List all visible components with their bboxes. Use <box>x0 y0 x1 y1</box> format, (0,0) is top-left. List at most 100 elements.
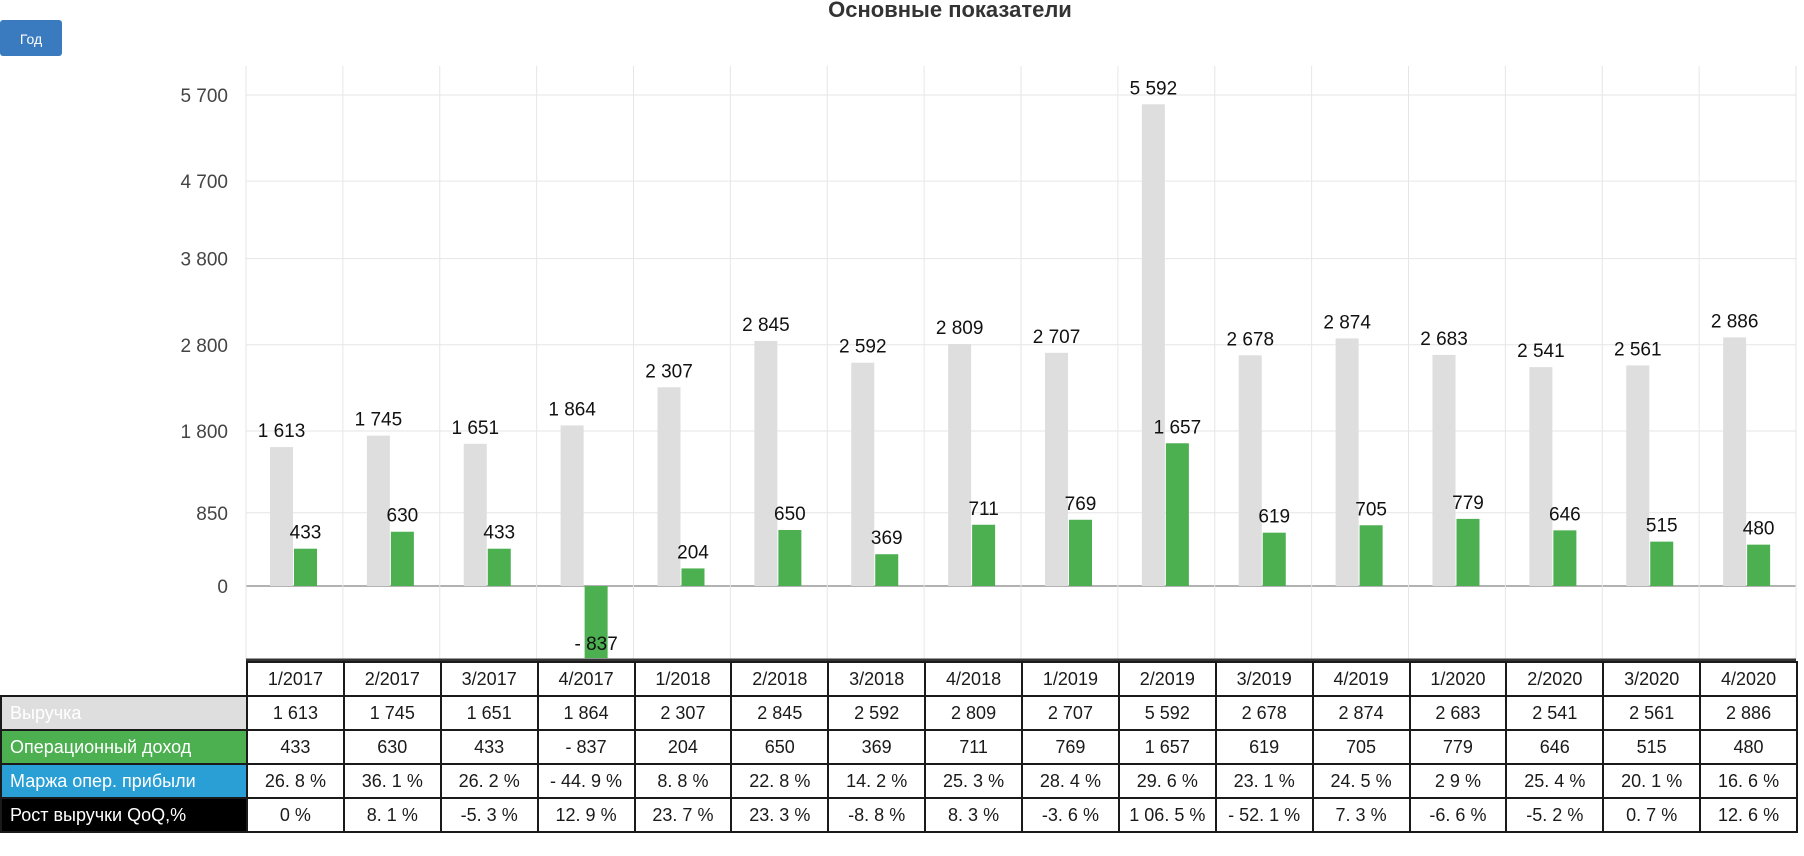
operating-income-bar <box>875 554 899 586</box>
table-cell: 29. 6 % <box>1117 763 1217 799</box>
operating-income-label: 705 <box>1355 499 1387 520</box>
operating-income-label: 711 <box>968 499 998 520</box>
table-cell: 1 657 <box>1117 729 1217 765</box>
table-cell: 26. 2 % <box>439 763 539 799</box>
revenue-label: 2 683 <box>1420 329 1468 350</box>
revenue-label: 2 678 <box>1226 329 1274 350</box>
indicators-table: 1/2017 2/2017 3/2017 4/2017 1/2018 2/2018 3/20… <box>0 661 1798 833</box>
operating-income-label: 369 <box>871 528 903 549</box>
table-cell: 2 561 <box>1602 695 1702 731</box>
table-cell: 26. 8 % <box>246 763 345 799</box>
table-cell: 2 541 <box>1505 695 1605 731</box>
table-corner <box>1 662 247 696</box>
table-cell: 23. 7 % <box>633 797 733 833</box>
table-cell: 23. 1 % <box>1214 763 1314 799</box>
revenue-label: 2 886 <box>1711 311 1759 332</box>
operating-income-bar <box>1069 519 1092 586</box>
operating-income-label: 646 <box>1549 504 1581 525</box>
table-cell: - 837 <box>536 729 636 765</box>
table-cell: -6. 6 % <box>1408 797 1508 833</box>
table-cell: 20. 1 % <box>1602 763 1702 799</box>
operating-income-bar <box>1747 544 1771 586</box>
table-cell: 2 307 <box>633 695 733 731</box>
period-header: 3/2019 <box>1214 661 1314 697</box>
period-header: 2/2018 <box>730 661 830 697</box>
operating-income-bar <box>778 530 802 586</box>
table-row: Маржа опер. прибыли 26. 8 % 36. 1 % 26. 2 %… <box>0 763 1798 799</box>
operating-income-bar <box>1165 443 1189 586</box>
operating-income-bar <box>487 548 511 586</box>
operating-income-bar <box>390 531 414 586</box>
table-cell: -5. 3 % <box>439 797 539 833</box>
operating-income-bar <box>681 568 705 586</box>
revenue-bar <box>1238 355 1262 586</box>
period-header: 1/2017 <box>246 661 345 697</box>
operating-income-label: 480 <box>1743 519 1775 540</box>
table-cell: 769 <box>1021 729 1120 765</box>
table-cell: 2 683 <box>1408 695 1508 731</box>
table-cell: 2 707 <box>1021 695 1120 731</box>
table-cell: 22. 8 % <box>730 763 830 799</box>
revenue-label: 2 592 <box>839 337 887 358</box>
period-header: 2/2020 <box>1505 661 1605 697</box>
operating-income-bar <box>1553 530 1577 586</box>
revenue-label: 1 613 <box>258 421 306 442</box>
table-cell: 204 <box>633 729 733 765</box>
table-cell: 25. 4 % <box>1505 763 1605 799</box>
table-cell: -3. 6 % <box>1021 797 1120 833</box>
table-cell: 14. 2 % <box>827 763 927 799</box>
period-header: 3/2017 <box>439 661 539 697</box>
table-cell: 7. 3 % <box>1311 797 1411 833</box>
revenue-bar <box>463 443 487 586</box>
table-cell: 515 <box>1602 729 1702 765</box>
revenue-label: 2 307 <box>645 361 693 382</box>
table-cell: -5. 2 % <box>1505 797 1605 833</box>
table-cell: 36. 1 % <box>342 763 442 799</box>
period-header: 1/2018 <box>633 661 733 697</box>
operating-income-bar <box>1650 541 1674 586</box>
period-header: 1/2020 <box>1408 661 1508 697</box>
y-tick-label: 3 800 <box>180 250 228 271</box>
period-year-button[interactable]: Год <box>0 20 62 56</box>
period-header: 2/2017 <box>342 661 442 697</box>
operating-income-label: 433 <box>290 523 322 544</box>
revenue-bar <box>1626 365 1650 586</box>
table-cell: - 52. 1 % <box>1214 797 1314 833</box>
table-cell: 12. 9 % <box>536 797 636 833</box>
table-cell: 480 <box>1699 729 1798 765</box>
table-cell: -8. 8 % <box>827 797 927 833</box>
table-cell: 28. 4 % <box>1021 763 1120 799</box>
table-cell: 369 <box>827 729 927 765</box>
revenue-bar <box>851 362 875 586</box>
table-cell: 0 % <box>246 797 345 833</box>
table-cell: 646 <box>1505 729 1605 765</box>
table-cell: 705 <box>1311 729 1411 765</box>
y-tick-label: 5 700 <box>180 86 228 107</box>
y-tick-label: 850 <box>196 504 228 525</box>
revenue-label: 2 874 <box>1323 312 1371 333</box>
table-cell: 2 809 <box>924 695 1023 731</box>
table-cell: 8. 1 % <box>342 797 442 833</box>
period-header: 4/2019 <box>1311 661 1411 697</box>
operating-income-label: 204 <box>677 542 709 563</box>
revenue-bar <box>1045 352 1068 586</box>
operating-income-bar <box>584 586 608 659</box>
table-cell: 433 <box>439 729 539 765</box>
revenue-bar <box>270 447 293 586</box>
operating-income-label: 619 <box>1258 507 1290 528</box>
table-cell: 1 06. 5 % <box>1117 797 1217 833</box>
operating-income-label: 433 <box>483 523 515 544</box>
table-cell: 2 678 <box>1214 695 1314 731</box>
period-header: 3/2018 <box>827 661 927 697</box>
revenue-bar <box>1432 354 1456 586</box>
revenue-bar <box>754 340 778 586</box>
operating-income-label: 779 <box>1452 493 1484 514</box>
table-cell: 25. 3 % <box>924 763 1023 799</box>
period-header: 2/2019 <box>1117 661 1217 697</box>
table-row: Рост выручки QoQ,% 0 % 8. 1 % -5. 3 % 12. 9 … <box>0 797 1798 833</box>
operating-income-label: 515 <box>1646 516 1678 537</box>
revenue-label: 2 845 <box>742 315 790 336</box>
revenue-label: 1 864 <box>548 399 596 420</box>
operating-income-bar <box>294 548 317 586</box>
